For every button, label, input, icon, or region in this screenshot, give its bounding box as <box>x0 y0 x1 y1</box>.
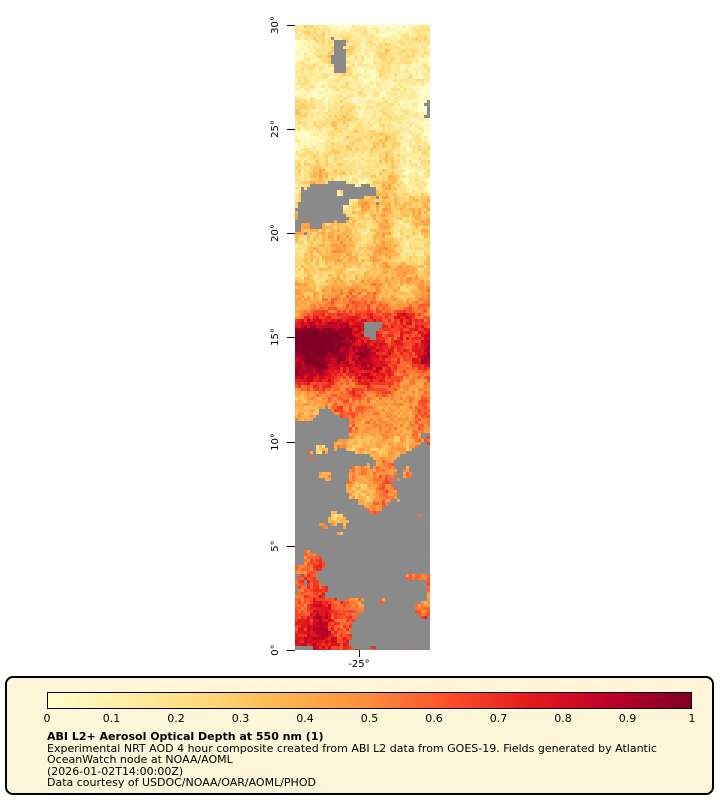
y-axis-tick <box>287 546 295 547</box>
y-axis-tick <box>287 233 295 234</box>
colorbar-tick-label: 0.4 <box>296 712 314 725</box>
y-axis-tick <box>287 650 295 651</box>
colorbar-tick-label: 0.1 <box>102 712 121 725</box>
legend-credit: Data courtesy of USDOC/NOAA/OAR/AOML/PHO… <box>47 776 316 790</box>
y-axis-tick-label: 0° <box>270 644 281 656</box>
y-axis-tick-label: 10° <box>270 433 281 451</box>
colorbar-tick-label: 0.7 <box>489 712 508 725</box>
colorbar-tick-label: 1 <box>688 712 696 725</box>
legend-panel: 0 0.1 0.2 0.3 0.4 0.5 0.6 0.7 0.8 0.9 1 … <box>5 676 714 795</box>
y-axis-tick-label: 25° <box>270 120 281 138</box>
aod-map-raster <box>295 25 430 650</box>
legend-text: ABI L2+ Aerosol Optical Depth at 550 nm … <box>47 731 657 789</box>
y-axis-tick-label: 15° <box>270 328 281 346</box>
y-axis-tick <box>287 25 295 26</box>
x-axis-tick-label: -25° <box>348 659 370 670</box>
legend-description-line1: Experimental NRT AOD 4 hour composite cr… <box>47 741 657 755</box>
y-axis-tick <box>287 129 295 130</box>
y-axis-tick <box>287 337 295 338</box>
colorbar-tick-label: 0.2 <box>167 712 185 725</box>
colorbar-tick-label: 0.9 <box>618 712 637 725</box>
y-axis-tick-label: 20° <box>270 224 281 242</box>
legend-description-line2: OceanWatch node at NOAA/AOML <box>47 753 233 767</box>
legend-timestamp: (2026-01-02T14:00:00Z) <box>47 764 184 778</box>
legend-title: ABI L2+ Aerosol Optical Depth at 550 nm … <box>47 730 324 743</box>
y-axis-tick-label: 5° <box>270 540 281 552</box>
colorbar-tick-labels: 0 0.1 0.2 0.3 0.4 0.5 0.6 0.7 0.8 0.9 1 <box>43 712 696 726</box>
y-axis-tick <box>287 442 295 443</box>
colorbar-tick-label: 0.3 <box>231 712 250 725</box>
colorbar-tick-label: 0.8 <box>554 712 572 725</box>
colorbar-tick-label: 0.6 <box>425 712 443 725</box>
colorbar-tick-label: 0 <box>43 712 51 725</box>
y-axis-tick-label: 30° <box>270 16 281 34</box>
colorbar-gradient <box>47 692 692 709</box>
colorbar-tick-label: 0.5 <box>360 712 379 725</box>
x-axis-tick <box>359 650 360 657</box>
